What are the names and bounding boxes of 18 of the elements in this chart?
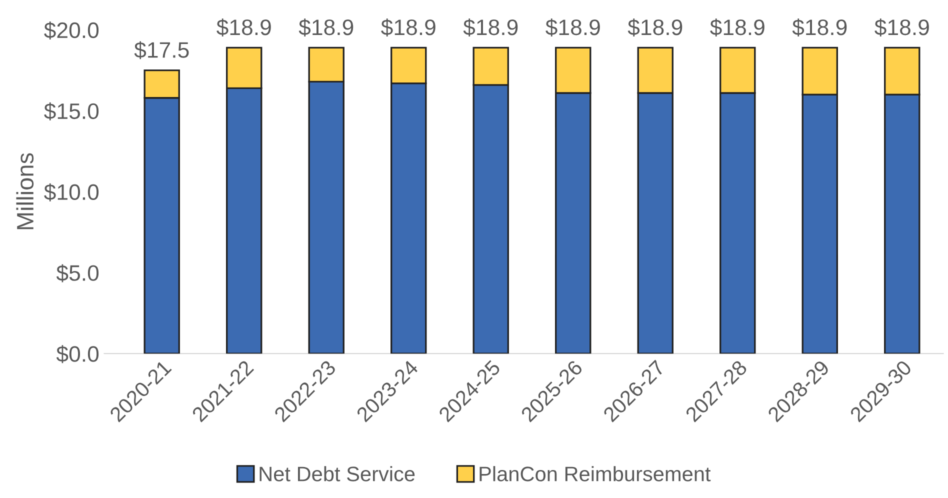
total-label: $18.9 <box>628 18 682 37</box>
total-label: $18.9 <box>463 18 518 37</box>
legend-label: PlanCon Reimbursement <box>480 466 711 482</box>
total-label: $18.9 <box>381 18 436 37</box>
total-label: $18.9 <box>710 18 764 37</box>
total-label: $18.9 <box>792 18 847 37</box>
y-tick-label: $5.0 <box>56 264 99 282</box>
y-tick-label: $0.0 <box>56 345 99 364</box>
legend-label: Net Debt Service <box>260 466 415 482</box>
y-tick-label: $10.0 <box>44 183 99 202</box>
total-label: $18.9 <box>874 18 929 37</box>
total-label: $17.5 <box>134 41 189 60</box>
total-label: $18.9 <box>298 18 354 37</box>
total-label: $18.9 <box>546 18 600 37</box>
total-label: $18.9 <box>216 18 271 37</box>
y-tick-label: $15.0 <box>44 102 99 120</box>
y-axis-title: Millions <box>16 153 34 230</box>
y-tick-label: $20.0 <box>44 21 99 40</box>
